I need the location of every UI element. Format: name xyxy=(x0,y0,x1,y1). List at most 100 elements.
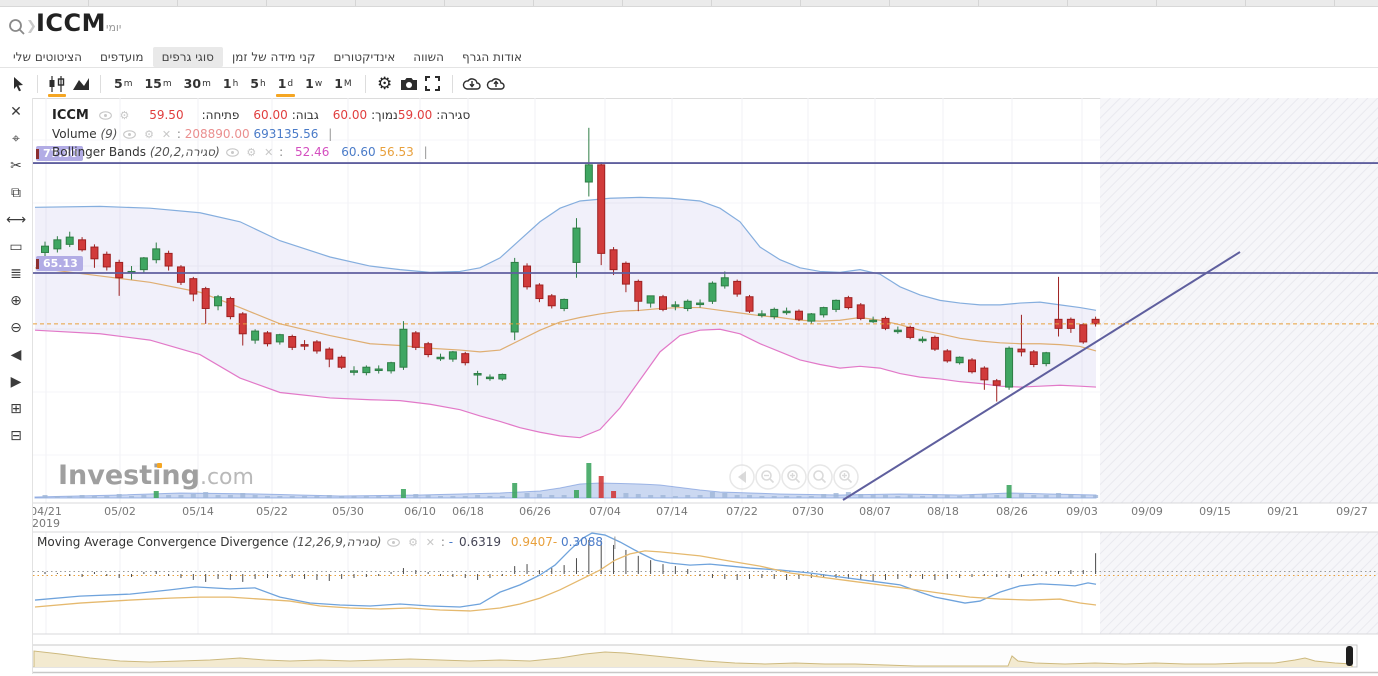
candle-body xyxy=(362,366,371,374)
volume-bar xyxy=(796,496,802,498)
volume-bar xyxy=(722,493,728,498)
pan-left-icon[interactable]: ◀ xyxy=(10,346,22,363)
volume-bar xyxy=(141,495,147,498)
eye-icon[interactable] xyxy=(98,109,112,122)
menu-item-1[interactable]: מועדפים xyxy=(99,50,144,64)
timeframe-subtitle: יומי xyxy=(106,21,122,34)
menu-item-2[interactable]: סוגי גרפים xyxy=(152,47,223,67)
candle-body xyxy=(152,248,161,261)
fullscreen-icon[interactable] xyxy=(421,71,445,97)
zoom-out-circle[interactable] xyxy=(755,464,781,490)
settings-gear-icon[interactable]: ⚙ xyxy=(377,73,393,94)
candle-body xyxy=(115,261,124,279)
clone-drawing-icon[interactable]: ⧉ xyxy=(11,184,21,201)
candle-body xyxy=(634,280,643,302)
candle-body xyxy=(918,338,927,342)
fib-lines-tool-icon[interactable]: ≣ xyxy=(10,265,22,282)
gear-icon[interactable]: ⚙ xyxy=(408,536,418,549)
zoom-x-in-icon[interactable]: ⊞ xyxy=(10,400,22,417)
volume-bar xyxy=(536,494,542,498)
gear-icon[interactable]: ⚙ xyxy=(144,128,154,141)
rectangle-tool-icon[interactable]: ▭ xyxy=(9,238,23,255)
volume-bar xyxy=(623,493,629,498)
scrubber-minimap xyxy=(33,650,1353,667)
zoom-area-circle[interactable] xyxy=(807,464,833,490)
volume-bar xyxy=(116,494,122,498)
search-icon[interactable] xyxy=(8,18,26,36)
timeframe-15m[interactable]: 15 m xyxy=(144,76,172,91)
candle-body xyxy=(65,236,74,245)
volume-bar xyxy=(54,496,60,498)
close-icon[interactable]: ✕ xyxy=(161,128,172,141)
zoom-in-circle[interactable] xyxy=(781,464,807,490)
download-cloud-icon[interactable] xyxy=(460,71,484,97)
gear-icon[interactable]: ⚙ xyxy=(119,109,130,122)
volume-bar xyxy=(512,483,518,498)
volume-bar xyxy=(252,495,258,498)
gear-icon[interactable]: ⚙ xyxy=(246,146,257,159)
upload-cloud-icon[interactable] xyxy=(484,71,508,97)
volume-bar xyxy=(734,495,740,498)
candlestick-chart-type-icon[interactable] xyxy=(45,71,69,97)
candle-body xyxy=(844,297,853,309)
volume-bar xyxy=(438,496,444,498)
volume-bar xyxy=(499,496,505,498)
eye-icon[interactable] xyxy=(123,128,137,141)
candle-body xyxy=(201,288,210,309)
menu-item-6[interactable]: אודות הגרף xyxy=(461,50,523,64)
menu-item-3[interactable]: קני מידה של זמן xyxy=(231,50,316,64)
close-icon[interactable]: ✕ xyxy=(264,146,274,159)
magnifier-handle xyxy=(821,478,827,484)
candle-body xyxy=(448,351,457,360)
candle-body xyxy=(461,353,470,364)
pan-right-icon[interactable]: ▶ xyxy=(10,373,22,390)
candle-body xyxy=(930,336,939,350)
candle-body xyxy=(387,362,396,372)
nav-circle-bg xyxy=(807,464,833,490)
timeframe-30m[interactable]: 30 m xyxy=(183,76,211,91)
select-cursor-icon[interactable]: ⌖ xyxy=(12,130,20,147)
candle-body xyxy=(189,278,198,295)
eye-icon[interactable] xyxy=(225,146,239,159)
area-chart-type-icon[interactable] xyxy=(69,71,93,97)
close-icon[interactable]: ✕ xyxy=(10,103,22,120)
zoom-reset-circle[interactable] xyxy=(833,464,859,490)
macd-signal-line xyxy=(34,550,1097,612)
menu-item-4[interactable]: אינדיקטורים xyxy=(333,50,396,64)
volume-bar xyxy=(388,496,394,498)
volume-bar xyxy=(215,495,221,498)
candle-body xyxy=(1029,351,1038,365)
candle-body xyxy=(1005,347,1014,388)
remove-drawings-icon[interactable]: ✂ xyxy=(10,157,22,174)
close-icon[interactable]: ✕ xyxy=(425,536,435,549)
menu-item-0[interactable]: הציטוטים שלי xyxy=(13,50,82,64)
pan-left-circle[interactable] xyxy=(729,464,755,490)
zoom-in-icon[interactable]: ⊕ xyxy=(10,292,22,309)
trendline-tool-icon[interactable]: ⟷ xyxy=(5,211,27,228)
volume-bar xyxy=(611,491,617,498)
candle-body xyxy=(41,245,49,253)
zoom-out-icon[interactable]: ⊖ xyxy=(10,319,22,336)
eye-icon[interactable] xyxy=(387,536,401,549)
zoom-x-reset-icon[interactable]: ⊟ xyxy=(10,427,22,444)
volume-bar xyxy=(981,494,987,498)
scrubber-handle[interactable] xyxy=(1346,646,1353,666)
volume-bar xyxy=(882,495,888,498)
bollinger-middle-line xyxy=(34,267,1097,353)
nav-circle-bg xyxy=(833,464,859,490)
snapshot-camera-icon[interactable] xyxy=(397,71,421,97)
cursor-tool-icon[interactable] xyxy=(6,71,30,97)
candle-body xyxy=(980,367,989,381)
volume-bar xyxy=(858,494,864,498)
trendline-drawing[interactable] xyxy=(842,251,1241,501)
candle-body xyxy=(1017,348,1026,353)
volume-bar xyxy=(759,496,765,498)
menu-item-5[interactable]: השווה xyxy=(413,50,444,64)
